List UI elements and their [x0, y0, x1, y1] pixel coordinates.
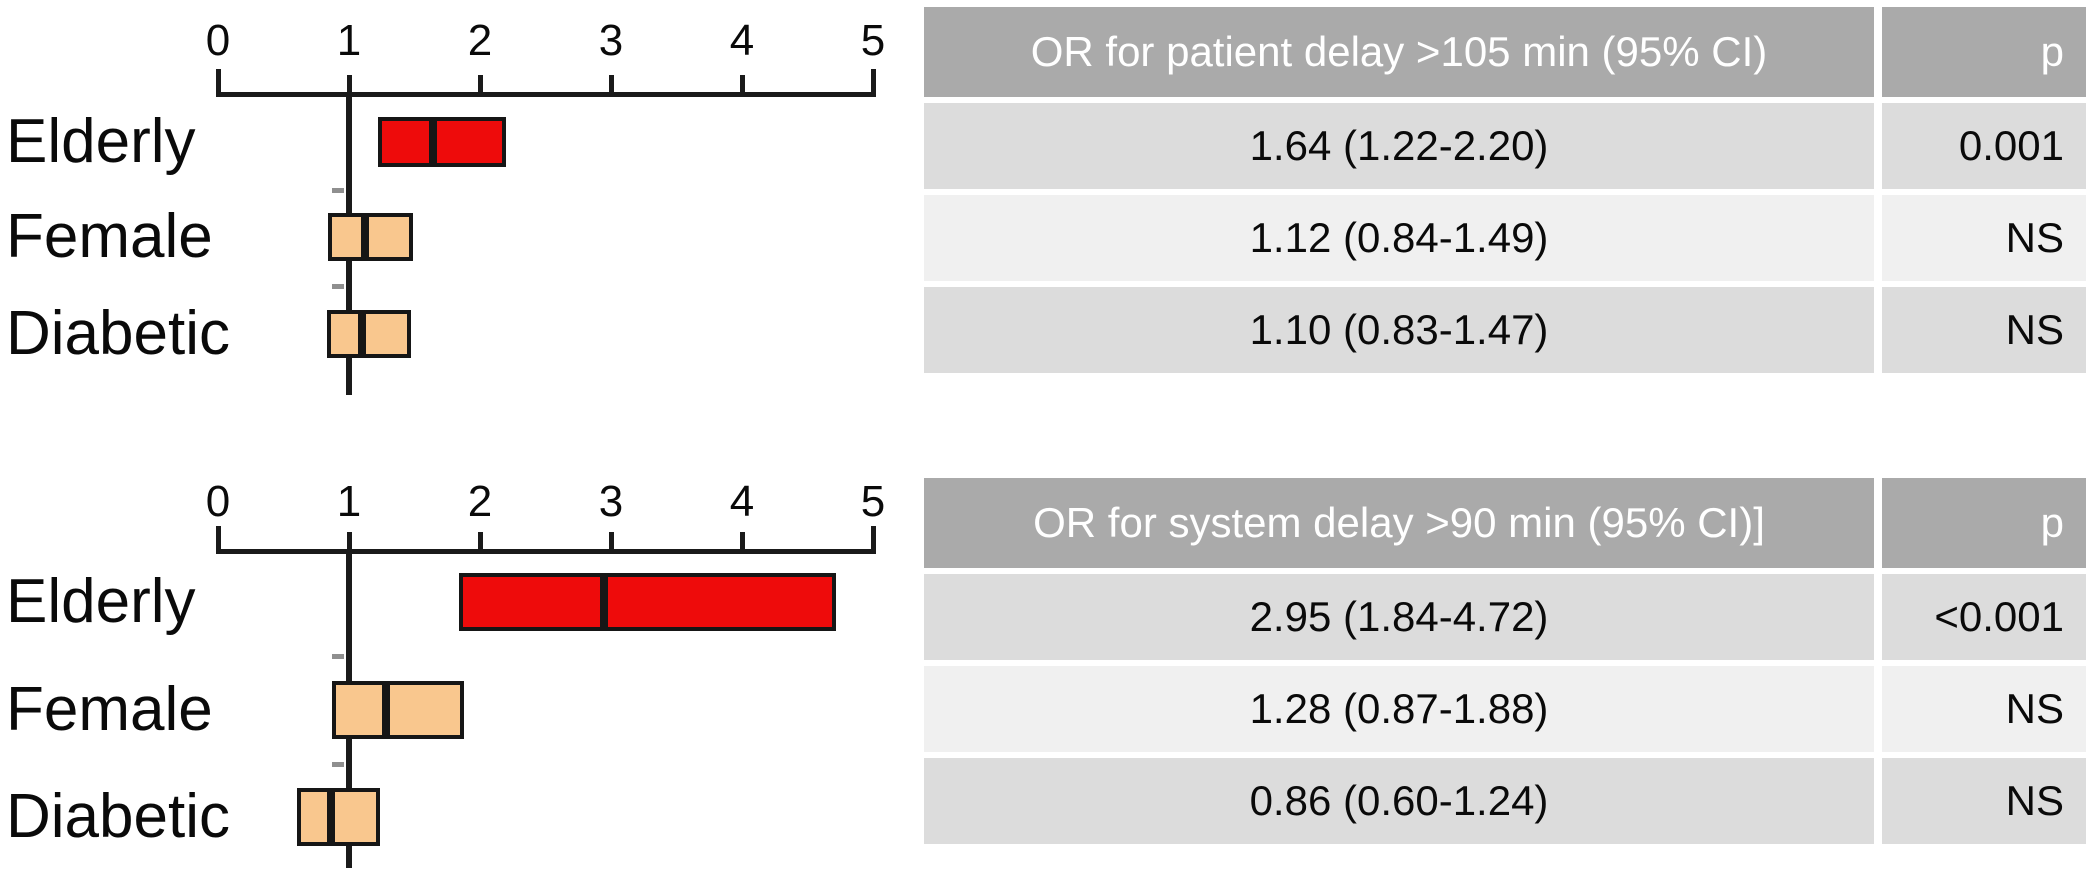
category-label-elderly: Elderly	[6, 567, 196, 636]
axis-tick	[347, 75, 352, 92]
ci-bar-elderly	[459, 573, 837, 631]
x-axis	[216, 549, 876, 554]
column-gutter	[1874, 103, 1882, 189]
table-header-or: OR for patient delay >105 min (95% CI)	[924, 7, 1874, 97]
category-label-elderly: Elderly	[6, 107, 196, 176]
axis-tick	[478, 532, 483, 549]
cell-p: NS	[1882, 287, 2086, 373]
axis-tick	[740, 75, 745, 92]
axis-tick-label: 3	[598, 477, 624, 526]
axis-tick-label: 5	[860, 477, 886, 526]
cell-or-ci: 1.12 (0.84-1.49)	[924, 195, 1874, 281]
reference-line-nub	[332, 283, 344, 289]
axis-tick	[347, 532, 352, 549]
reference-line-nub	[332, 761, 344, 767]
category-label-diabetic: Diabetic	[6, 782, 230, 851]
column-gutter	[1874, 195, 1882, 281]
axis-tick	[216, 69, 221, 92]
or-point-line-female	[360, 213, 369, 261]
cell-p: NS	[1882, 195, 2086, 281]
or-point-line-diabetic	[326, 788, 335, 846]
ci-bar-diabetic	[326, 310, 411, 358]
cell-p: NS	[1882, 666, 2086, 752]
table-row: 0.86 (0.60-1.24) NS	[924, 758, 2086, 844]
table-header-row: OR for patient delay >105 min (95% CI) p	[924, 7, 2086, 97]
table-header-row: OR for system delay >90 min (95% CI)] p	[924, 478, 2086, 568]
or-table-patient-delay: OR for patient delay >105 min (95% CI) p…	[924, 7, 2086, 373]
cell-p: <0.001	[1882, 574, 2086, 660]
column-gutter	[1874, 7, 1882, 97]
axis-tick-label: 2	[467, 477, 493, 526]
axis-tick	[478, 75, 483, 92]
axis-tick	[740, 532, 745, 549]
table-header-p: p	[1882, 7, 2086, 97]
axis-tick-label: 0	[205, 16, 231, 65]
ci-bar-diabetic	[296, 788, 381, 846]
ci-bar-female	[328, 213, 414, 261]
category-label-diabetic: Diabetic	[6, 299, 230, 368]
table-row: 1.12 (0.84-1.49) NS	[924, 195, 2086, 281]
column-gutter	[1874, 666, 1882, 752]
axis-tick-label: 1	[336, 16, 362, 65]
ci-bar-elderly	[377, 117, 507, 167]
column-gutter	[1874, 287, 1882, 373]
table-row: 1.28 (0.87-1.88) NS	[924, 666, 2086, 752]
cell-or-ci: 0.86 (0.60-1.24)	[924, 758, 1874, 844]
axis-tick-label: 4	[729, 16, 755, 65]
or-point-line-elderly	[428, 117, 437, 167]
axis-tick-label: 3	[598, 16, 624, 65]
axis-tick	[216, 526, 221, 549]
axis-tick-label: 2	[467, 16, 493, 65]
column-gutter	[1874, 758, 1882, 844]
table-row: 2.95 (1.84-4.72) <0.001	[924, 574, 2086, 660]
cell-or-ci: 2.95 (1.84-4.72)	[924, 574, 1874, 660]
axis-tick	[871, 69, 876, 92]
or-point-line-elderly	[600, 573, 609, 631]
x-axis	[216, 92, 876, 97]
ci-bar-female	[331, 681, 465, 739]
axis-tick-label: 4	[729, 477, 755, 526]
or-point-line-diabetic	[358, 310, 367, 358]
cell-or-ci: 1.10 (0.83-1.47)	[924, 287, 1874, 373]
column-gutter	[1874, 478, 1882, 568]
table-header-p: p	[1882, 478, 2086, 568]
cell-or-ci: 1.64 (1.22-2.20)	[924, 103, 1874, 189]
column-gutter	[1874, 574, 1882, 660]
table-row: 1.64 (1.22-2.20) 0.001	[924, 103, 2086, 189]
axis-tick-label: 0	[205, 477, 231, 526]
or-chart-patient-delay: 0 1 2 3 4 5 Elderly Female Diabetic	[0, 0, 920, 877]
or-table-system-delay: OR for system delay >90 min (95% CI)] p …	[924, 478, 2086, 844]
category-label-female: Female	[6, 202, 213, 271]
table-header-or: OR for system delay >90 min (95% CI)]	[924, 478, 1874, 568]
axis-tick	[609, 532, 614, 549]
cell-p: NS	[1882, 758, 2086, 844]
or-chart-system-delay: 0 1 2 3 4 5 Elderly Female Diabetic	[0, 0, 920, 877]
cell-p: 0.001	[1882, 103, 2086, 189]
axis-tick-label: 5	[860, 16, 886, 65]
category-label-female: Female	[6, 675, 213, 744]
axis-tick	[609, 75, 614, 92]
axis-tick-label: 1	[336, 477, 362, 526]
axis-tick	[871, 526, 876, 549]
cell-or-ci: 1.28 (0.87-1.88)	[924, 666, 1874, 752]
reference-line-nub	[332, 188, 344, 193]
reference-line-nub	[332, 654, 344, 659]
table-row: 1.10 (0.83-1.47) NS	[924, 287, 2086, 373]
or-point-line-female	[381, 681, 390, 739]
